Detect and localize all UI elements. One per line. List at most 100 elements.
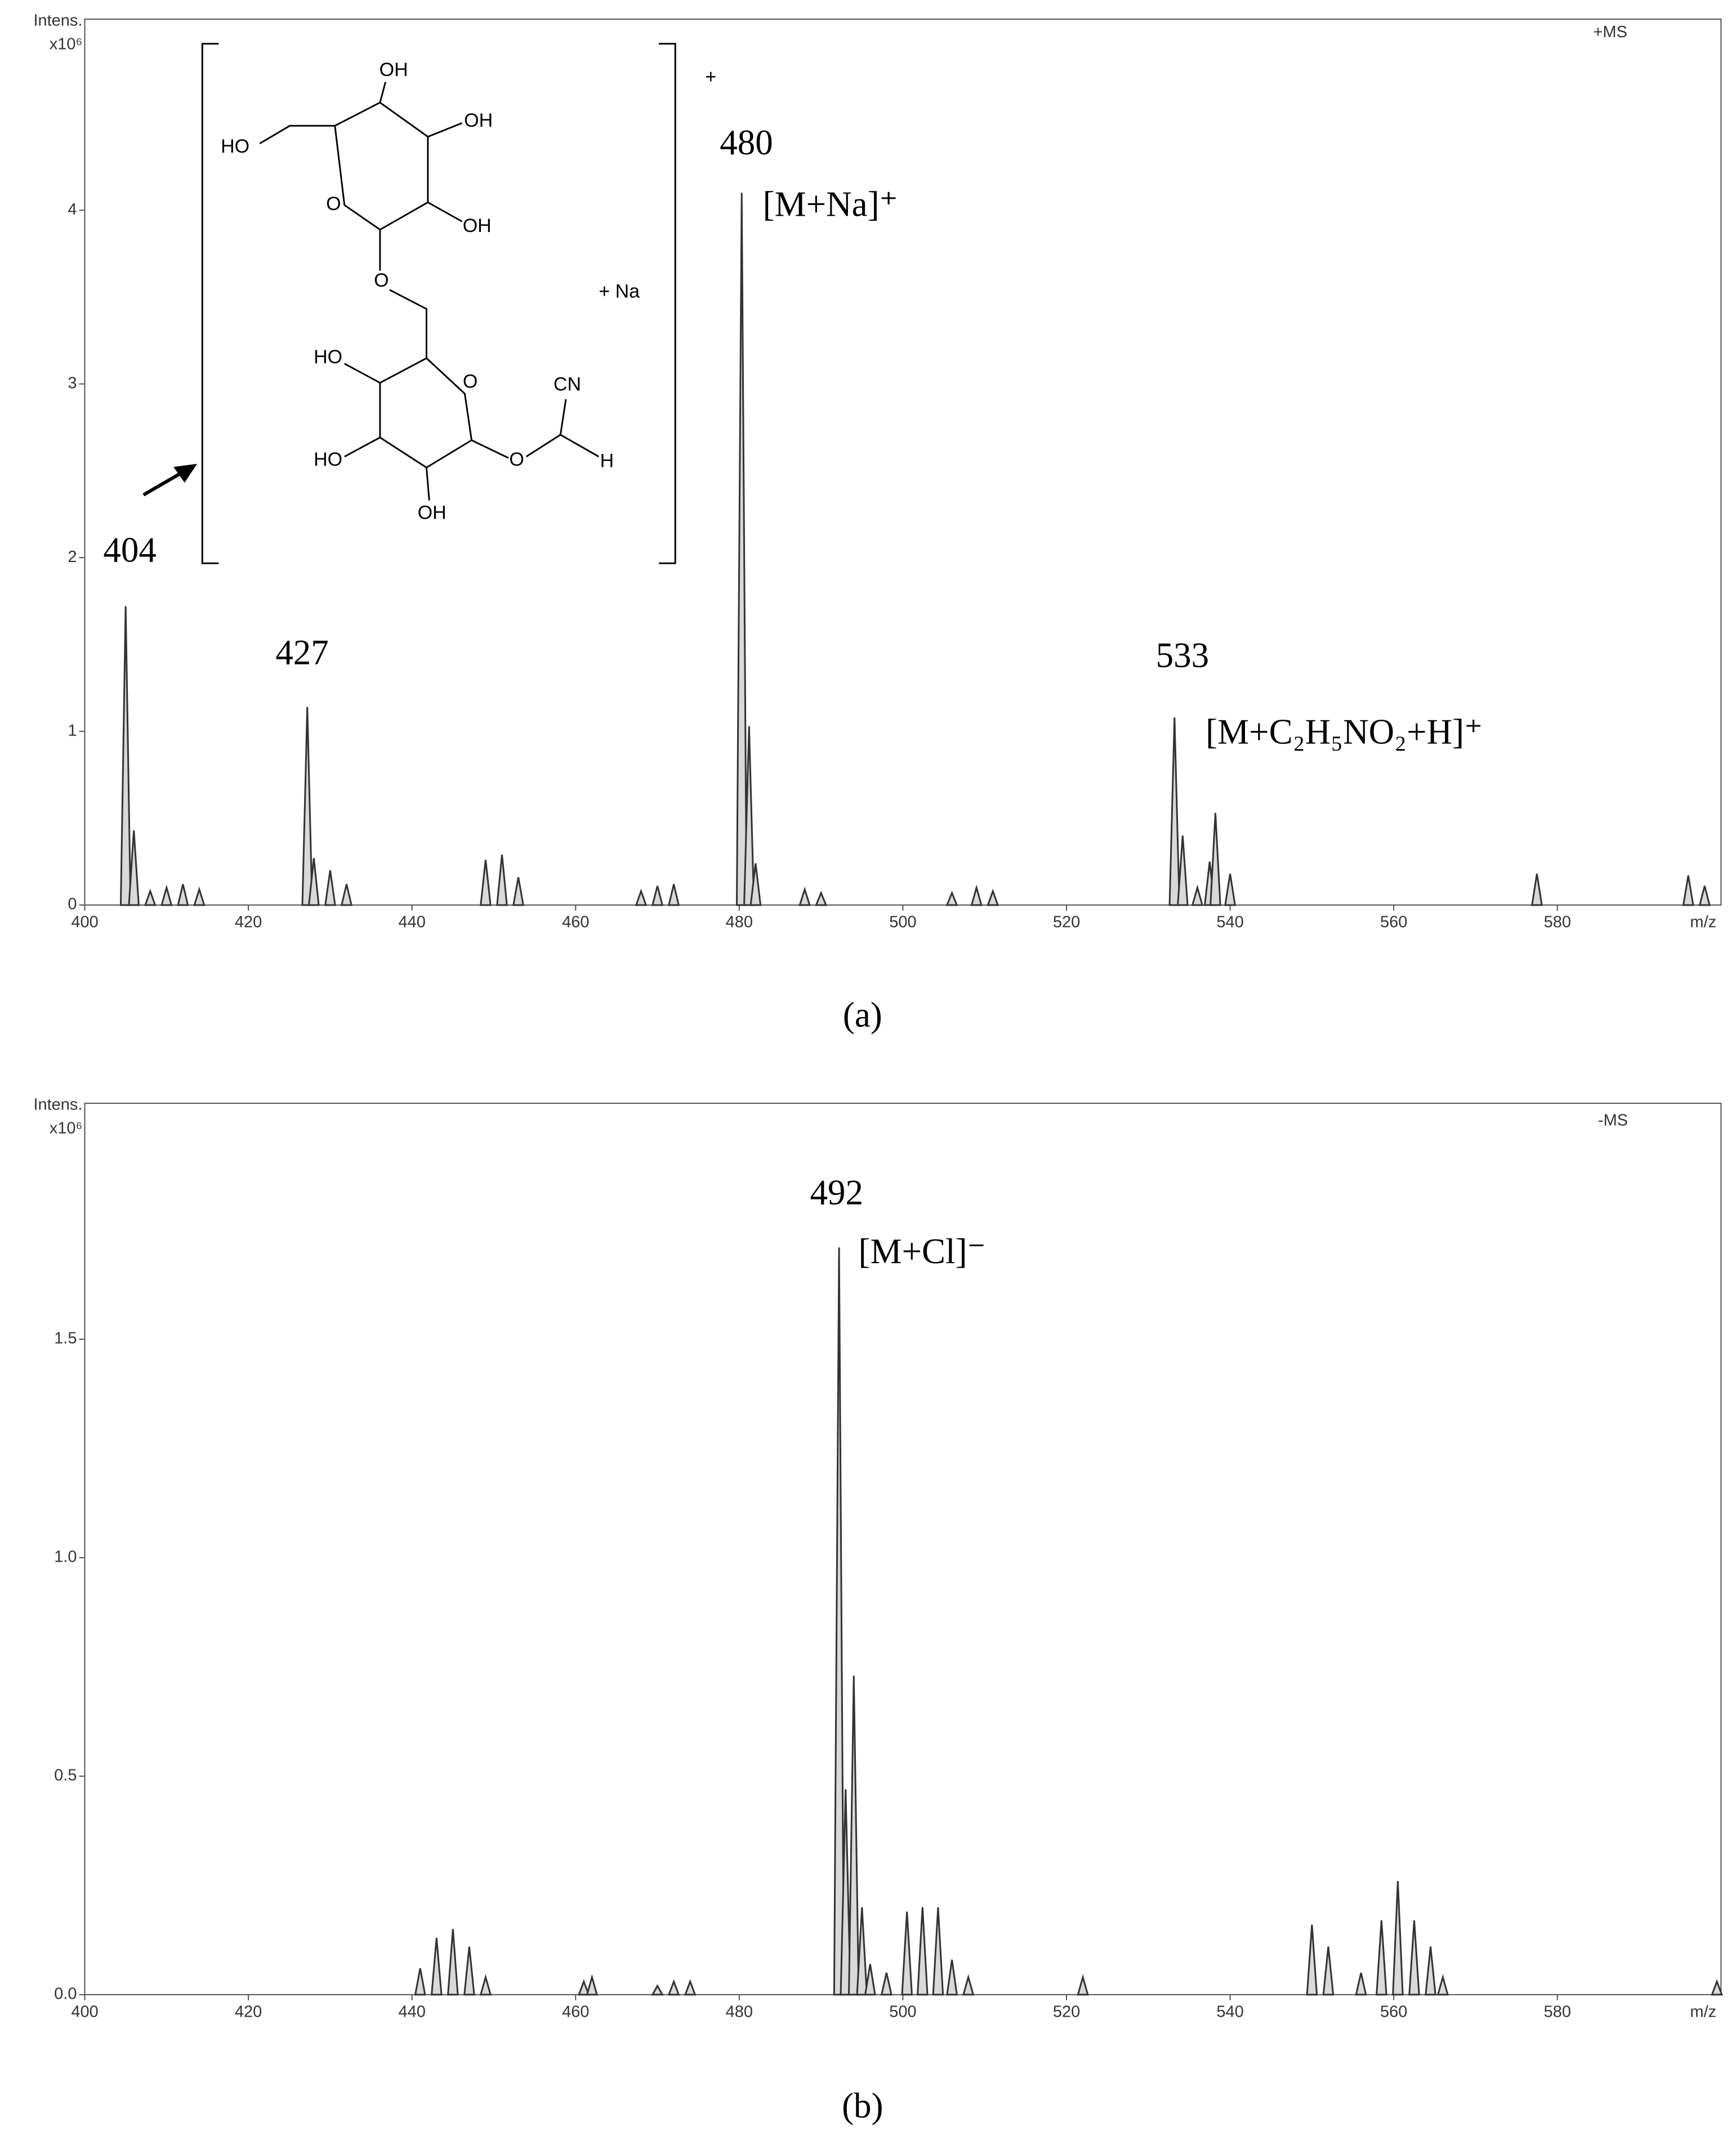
structure-label: O bbox=[463, 371, 477, 393]
peak bbox=[667, 1979, 680, 1996]
x-tick-label: 440 bbox=[398, 913, 425, 931]
ring bbox=[334, 101, 429, 231]
structure-label: O bbox=[509, 449, 524, 470]
bond bbox=[425, 467, 430, 501]
peak bbox=[1698, 885, 1711, 906]
peak bbox=[864, 1964, 876, 1996]
peak-annotation: [M+Cl]⁻ bbox=[859, 1232, 986, 1271]
ring bbox=[379, 357, 473, 469]
peak bbox=[577, 1979, 590, 1996]
x-tick-label: 460 bbox=[562, 2003, 589, 2021]
x-axis-label: m/z bbox=[1690, 913, 1716, 931]
bond bbox=[344, 436, 381, 458]
peak bbox=[1306, 1924, 1318, 1996]
y-tick-label: 2 bbox=[68, 548, 77, 566]
peak bbox=[651, 885, 664, 906]
structure-label: HO bbox=[314, 449, 342, 470]
peak bbox=[815, 890, 828, 906]
x-tick-label: 520 bbox=[1053, 913, 1080, 931]
x-tick-label: 420 bbox=[235, 2003, 262, 2021]
peak bbox=[880, 1972, 892, 1996]
peak bbox=[1408, 1920, 1420, 1996]
peak bbox=[1177, 835, 1189, 906]
peak bbox=[1210, 813, 1221, 906]
y-tick-label: 1 bbox=[68, 721, 77, 739]
bond bbox=[379, 82, 386, 103]
bond bbox=[344, 363, 381, 384]
x-tick-label: 460 bbox=[562, 913, 589, 931]
bond bbox=[525, 399, 567, 458]
y-tick-label: 3 bbox=[68, 374, 77, 392]
y-axis-label: Intens. bbox=[33, 12, 82, 30]
peak bbox=[301, 707, 313, 906]
bond bbox=[427, 202, 463, 222]
peak bbox=[749, 863, 762, 906]
structure-label: CN bbox=[554, 374, 581, 395]
caption: (a) bbox=[843, 995, 882, 1035]
peak bbox=[684, 1979, 697, 1996]
structure-label: HO bbox=[314, 346, 342, 368]
scan-mode: -MS bbox=[1598, 1111, 1628, 1129]
y-tick-label: 0 bbox=[68, 895, 77, 913]
bond bbox=[560, 434, 600, 458]
peak bbox=[1711, 1979, 1723, 1996]
peak-annotation: 404 bbox=[103, 530, 157, 570]
structure-label: OH bbox=[418, 502, 447, 524]
bond bbox=[259, 124, 335, 145]
peak bbox=[512, 877, 525, 906]
peak-annotation: 533 bbox=[1156, 636, 1210, 675]
x-tick-label: 580 bbox=[1544, 2003, 1571, 2021]
peak bbox=[1191, 884, 1204, 906]
y-axis-unit: x10⁶ bbox=[50, 1120, 83, 1138]
structure-label: H bbox=[600, 450, 614, 471]
peak bbox=[177, 884, 189, 906]
peak bbox=[840, 1789, 851, 1996]
peak bbox=[479, 1974, 492, 1996]
structure-label: O bbox=[326, 193, 341, 215]
y-tick-label: 4 bbox=[68, 200, 77, 219]
peak bbox=[901, 1911, 913, 1996]
bracket bbox=[659, 43, 676, 564]
peak bbox=[307, 858, 320, 906]
peak bbox=[1682, 875, 1694, 906]
peak bbox=[430, 1937, 443, 1996]
structure-label: OH bbox=[463, 215, 492, 237]
peak bbox=[962, 1974, 975, 1996]
peak bbox=[1322, 1946, 1335, 1996]
peak-annotation: 427 bbox=[275, 633, 329, 672]
peak bbox=[340, 884, 353, 906]
peak bbox=[119, 606, 132, 906]
x-tick-label: 520 bbox=[1053, 2003, 1080, 2021]
peak bbox=[324, 870, 336, 906]
peak-annotation: [M+C₂H₅NO₂+H]⁺ bbox=[1206, 712, 1483, 752]
x-tick-label: 500 bbox=[889, 2003, 916, 2021]
y-tick-label: 1.0 bbox=[54, 1548, 77, 1566]
peak bbox=[193, 886, 206, 906]
x-tick-label: 580 bbox=[1544, 913, 1571, 931]
structure-label: HO bbox=[221, 136, 249, 157]
x-tick-label: 480 bbox=[726, 2003, 753, 2021]
y-tick-label: 0.0 bbox=[54, 1985, 77, 2003]
peak-annotation: 492 bbox=[810, 1173, 863, 1212]
y-axis-label: Intens. bbox=[33, 1096, 82, 1114]
peak bbox=[856, 1907, 868, 1996]
structure-label: OH bbox=[464, 110, 493, 131]
y-axis-unit: x10⁶ bbox=[50, 35, 83, 54]
x-tick-label: 400 bbox=[71, 913, 98, 931]
peak bbox=[447, 1929, 459, 1996]
peak bbox=[496, 854, 508, 906]
peak bbox=[735, 193, 748, 906]
y-tick-label: 0.5 bbox=[54, 1767, 77, 1785]
x-tick-label: 440 bbox=[398, 2003, 425, 2021]
x-tick-label: 560 bbox=[1380, 2003, 1407, 2021]
peak bbox=[798, 886, 811, 906]
structure-label: + bbox=[705, 66, 716, 87]
peak bbox=[916, 1907, 929, 1996]
peak bbox=[833, 1247, 845, 1996]
peak bbox=[1355, 1972, 1367, 1996]
bond bbox=[427, 122, 463, 138]
peak bbox=[743, 726, 755, 906]
peak bbox=[1077, 1974, 1089, 1996]
